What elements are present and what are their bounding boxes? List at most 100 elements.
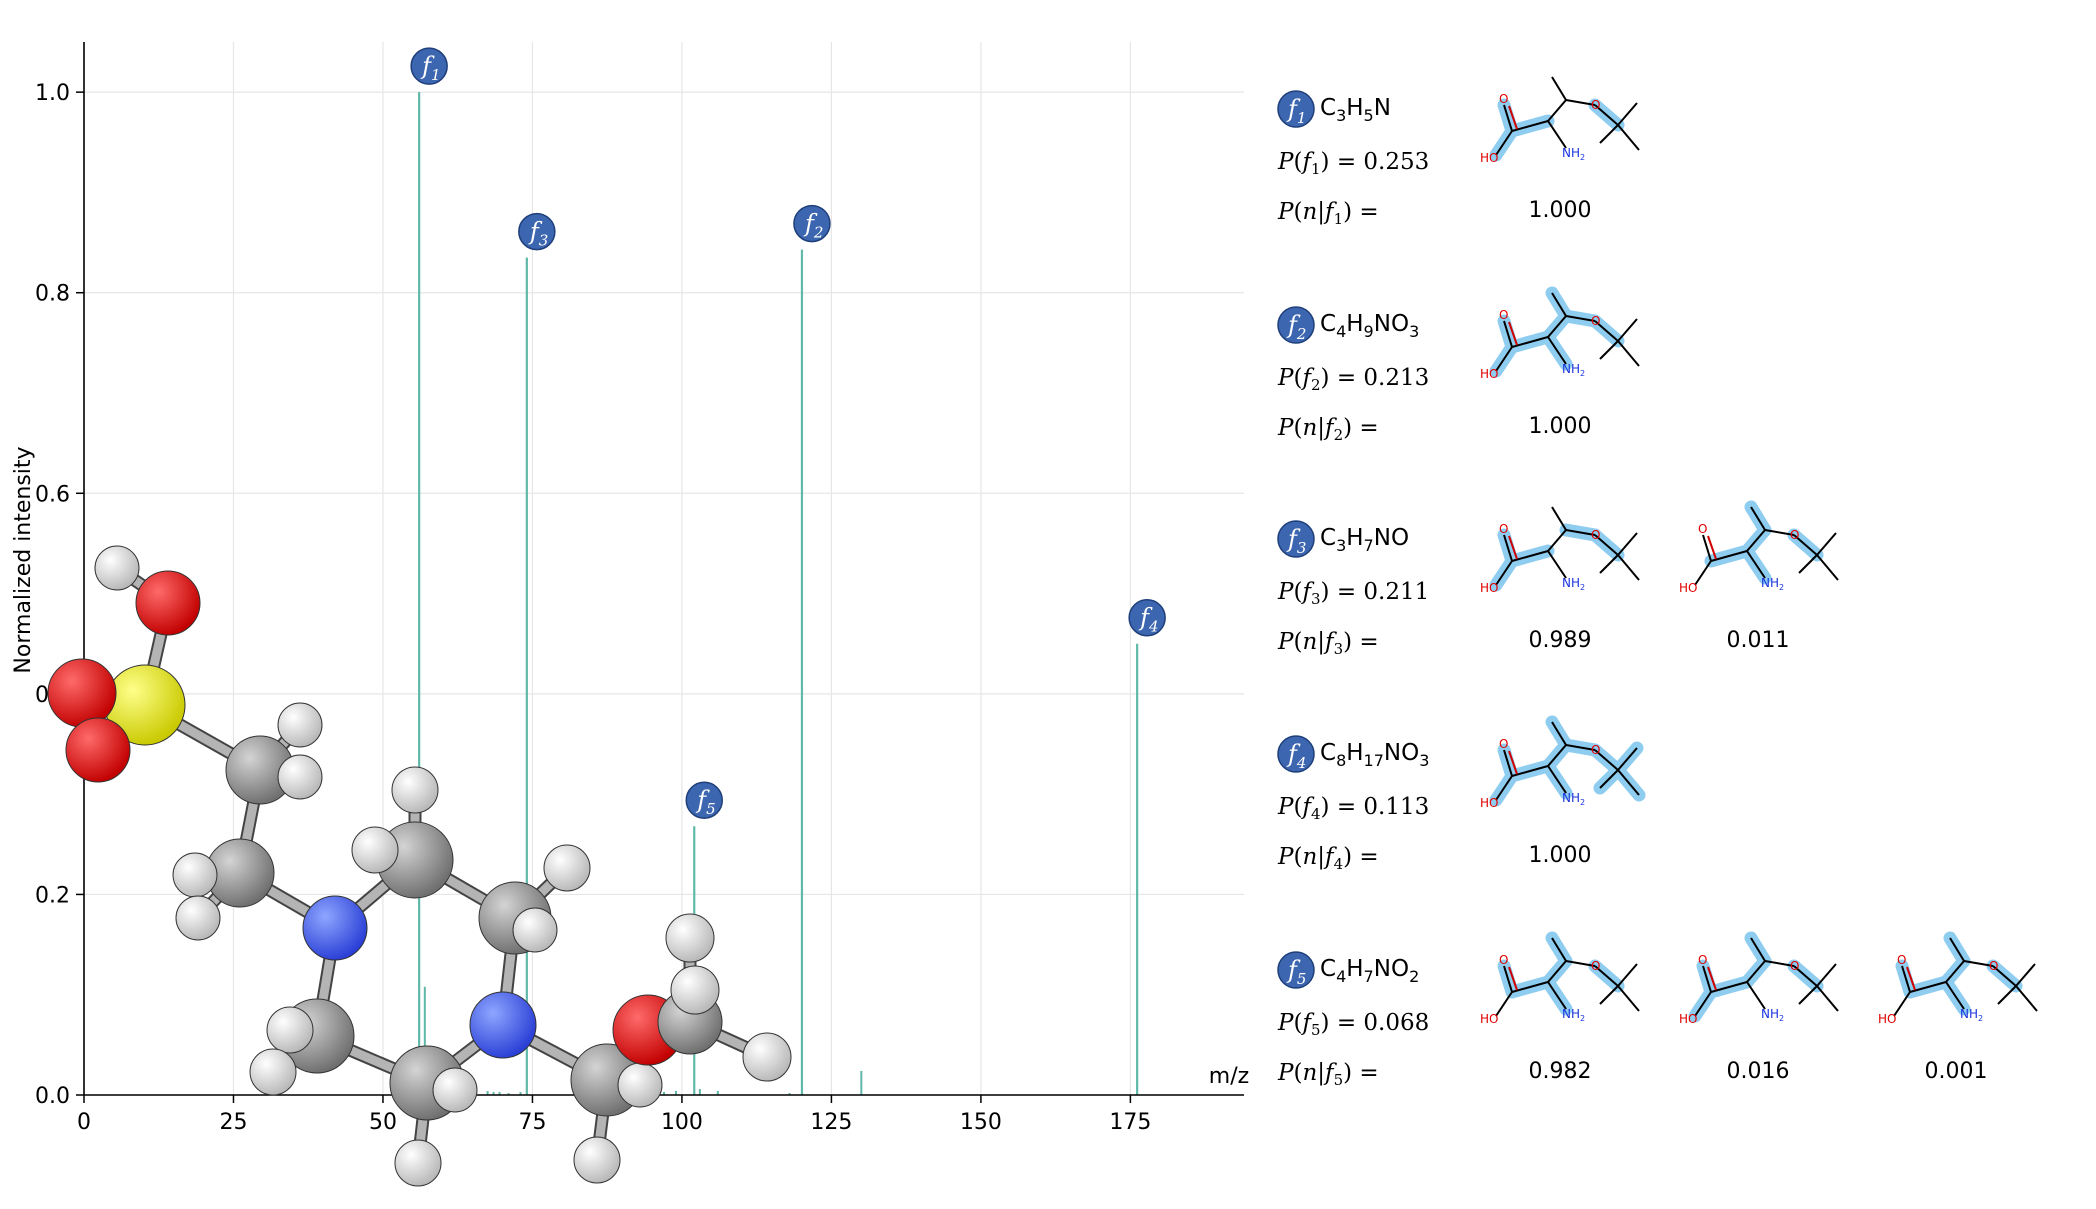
cprob-open: (: [1293, 629, 1302, 655]
prob-f: f: [1300, 794, 1314, 820]
cprob-f: f: [1323, 415, 1337, 441]
cprob-n: n: [1302, 629, 1317, 655]
skeleton-bond: [1816, 554, 1839, 581]
cprob-eq: =: [1352, 629, 1379, 655]
atom-H: [670, 965, 720, 1015]
skeleton-bond: [1495, 130, 1513, 156]
skeleton-bond: [1511, 981, 1549, 993]
cprob-f-sub: 5: [1334, 1071, 1344, 1089]
candidate-probability: 0.011: [1727, 628, 1790, 653]
skeleton-bond: [1599, 554, 1619, 574]
skeleton-bond: [1710, 550, 1748, 562]
skeleton-bond: [1594, 965, 1619, 987]
formula-part: H: [1346, 956, 1363, 982]
skeleton-bond: [1594, 320, 1619, 342]
formula-part: C: [1320, 740, 1336, 766]
fragment-formula: C3H5N: [1320, 95, 1391, 125]
skeleton-bond: [1495, 346, 1513, 372]
skeleton-bond: [1565, 99, 1596, 106]
skeleton-bond: [1617, 318, 1638, 342]
prob-f-sub: 1: [1311, 160, 1321, 178]
conditional-probability-label: P(n|f2) =: [1277, 415, 1379, 444]
fragment-probability: P(f5) = 0.068: [1277, 1010, 1429, 1039]
formula-part: O: [1391, 956, 1409, 982]
formula-part: O: [1391, 311, 1409, 337]
skeleton-bond: [1764, 960, 1795, 967]
amine-label: NH2: [1562, 362, 1585, 378]
hydroxyl-label: HO: [1679, 1012, 1697, 1026]
conditional-probability-label: P(n|f1) =: [1277, 199, 1379, 228]
prob-close: ): [1321, 579, 1330, 605]
cprob-symbol: P: [1277, 199, 1294, 225]
candidate-probability: 1.000: [1529, 198, 1592, 223]
skeleton-bond: [1798, 554, 1818, 574]
carbonyl-double-bond: [1707, 966, 1717, 991]
oxygen-label: O: [1499, 953, 1508, 967]
carbonyl-double-bond: [1508, 535, 1518, 560]
carbonyl-double-bond: [1508, 321, 1518, 346]
molecule-2d: O HO NH2 O: [1480, 76, 1640, 165]
cprob-n: n: [1302, 415, 1317, 441]
skeleton-bond: [1909, 981, 1947, 993]
fragment-formula: C8H17NO3: [1320, 740, 1429, 770]
skeleton-bond: [1617, 554, 1640, 581]
y-axis-label: Normalized intensity: [11, 446, 36, 673]
skeleton-bond: [1997, 985, 2017, 1005]
prob-eq: =: [1330, 365, 1364, 391]
cprob-eq: =: [1352, 1060, 1379, 1086]
ether-oxygen-label: O: [1591, 314, 1600, 328]
formula-part: N: [1374, 95, 1391, 121]
chart-grid: [83, 42, 1244, 1096]
prob-symbol: P: [1277, 579, 1294, 605]
formula-part: 4: [1336, 322, 1346, 341]
fragment-badge-f5: [1277, 951, 1315, 989]
atom-H: [266, 1006, 314, 1054]
cprob-open: (: [1293, 1060, 1302, 1086]
candidate-probability: 0.982: [1529, 1059, 1592, 1084]
cprob-symbol: P: [1277, 629, 1294, 655]
conditional-probability-label: P(n|f5) =: [1277, 1060, 1379, 1089]
cprob-close: ): [1343, 844, 1352, 870]
prob-close: ): [1321, 365, 1330, 391]
molecule-2d: O HO NH2 O: [1679, 931, 1839, 1026]
skeleton-bond: [1617, 124, 1640, 151]
fragment-badge-sub: 4: [1296, 754, 1307, 772]
prob-symbol: P: [1277, 365, 1294, 391]
cprob-open: (: [1293, 199, 1302, 225]
molecule-2d: O HO NH2 O: [1480, 286, 1640, 381]
oxygen-label: O: [1499, 522, 1508, 536]
amine-label: NH2: [1960, 1007, 1983, 1023]
formula-part: 3: [1419, 751, 1429, 770]
skeleton-bond: [1901, 965, 1911, 993]
prob-symbol: P: [1277, 149, 1294, 175]
skeleton-bond: [1547, 336, 1567, 365]
prob-eq: =: [1330, 1010, 1364, 1036]
amine-label: NH2: [1761, 576, 1784, 592]
cprob-f: f: [1323, 844, 1337, 870]
prob-open: (: [1293, 794, 1302, 820]
oxygen-label: O: [1499, 737, 1508, 751]
candidate-probability: 1.000: [1529, 843, 1592, 868]
skeleton-bond: [1702, 965, 1712, 993]
cprob-f-sub: 4: [1334, 855, 1344, 873]
cprob-close: ): [1343, 629, 1352, 655]
formula-part: C: [1320, 956, 1336, 982]
skeleton-bond: [1503, 320, 1513, 348]
amine-label: NH2: [1761, 1007, 1784, 1023]
atom-H: [617, 1062, 663, 1108]
molecule-2d: O HO NH2 O: [1480, 506, 1640, 595]
fragment-formula: C4H7NO2: [1320, 956, 1419, 986]
peak-badge-sub: 2: [813, 224, 824, 242]
prob-value: 0.253: [1363, 149, 1429, 175]
skeleton-bond: [1746, 981, 1766, 1010]
prob-symbol: P: [1277, 794, 1294, 820]
fragment-probability: P(f2) = 0.213: [1277, 365, 1429, 394]
skeleton-bond: [1495, 991, 1513, 1017]
molecule-2d: O HO NH2 O: [1480, 715, 1646, 810]
atom-H: [277, 754, 323, 800]
hydroxyl-label: HO: [1480, 581, 1498, 595]
skeleton-bond: [1547, 120, 1567, 149]
skeleton-bond: [1617, 340, 1640, 367]
